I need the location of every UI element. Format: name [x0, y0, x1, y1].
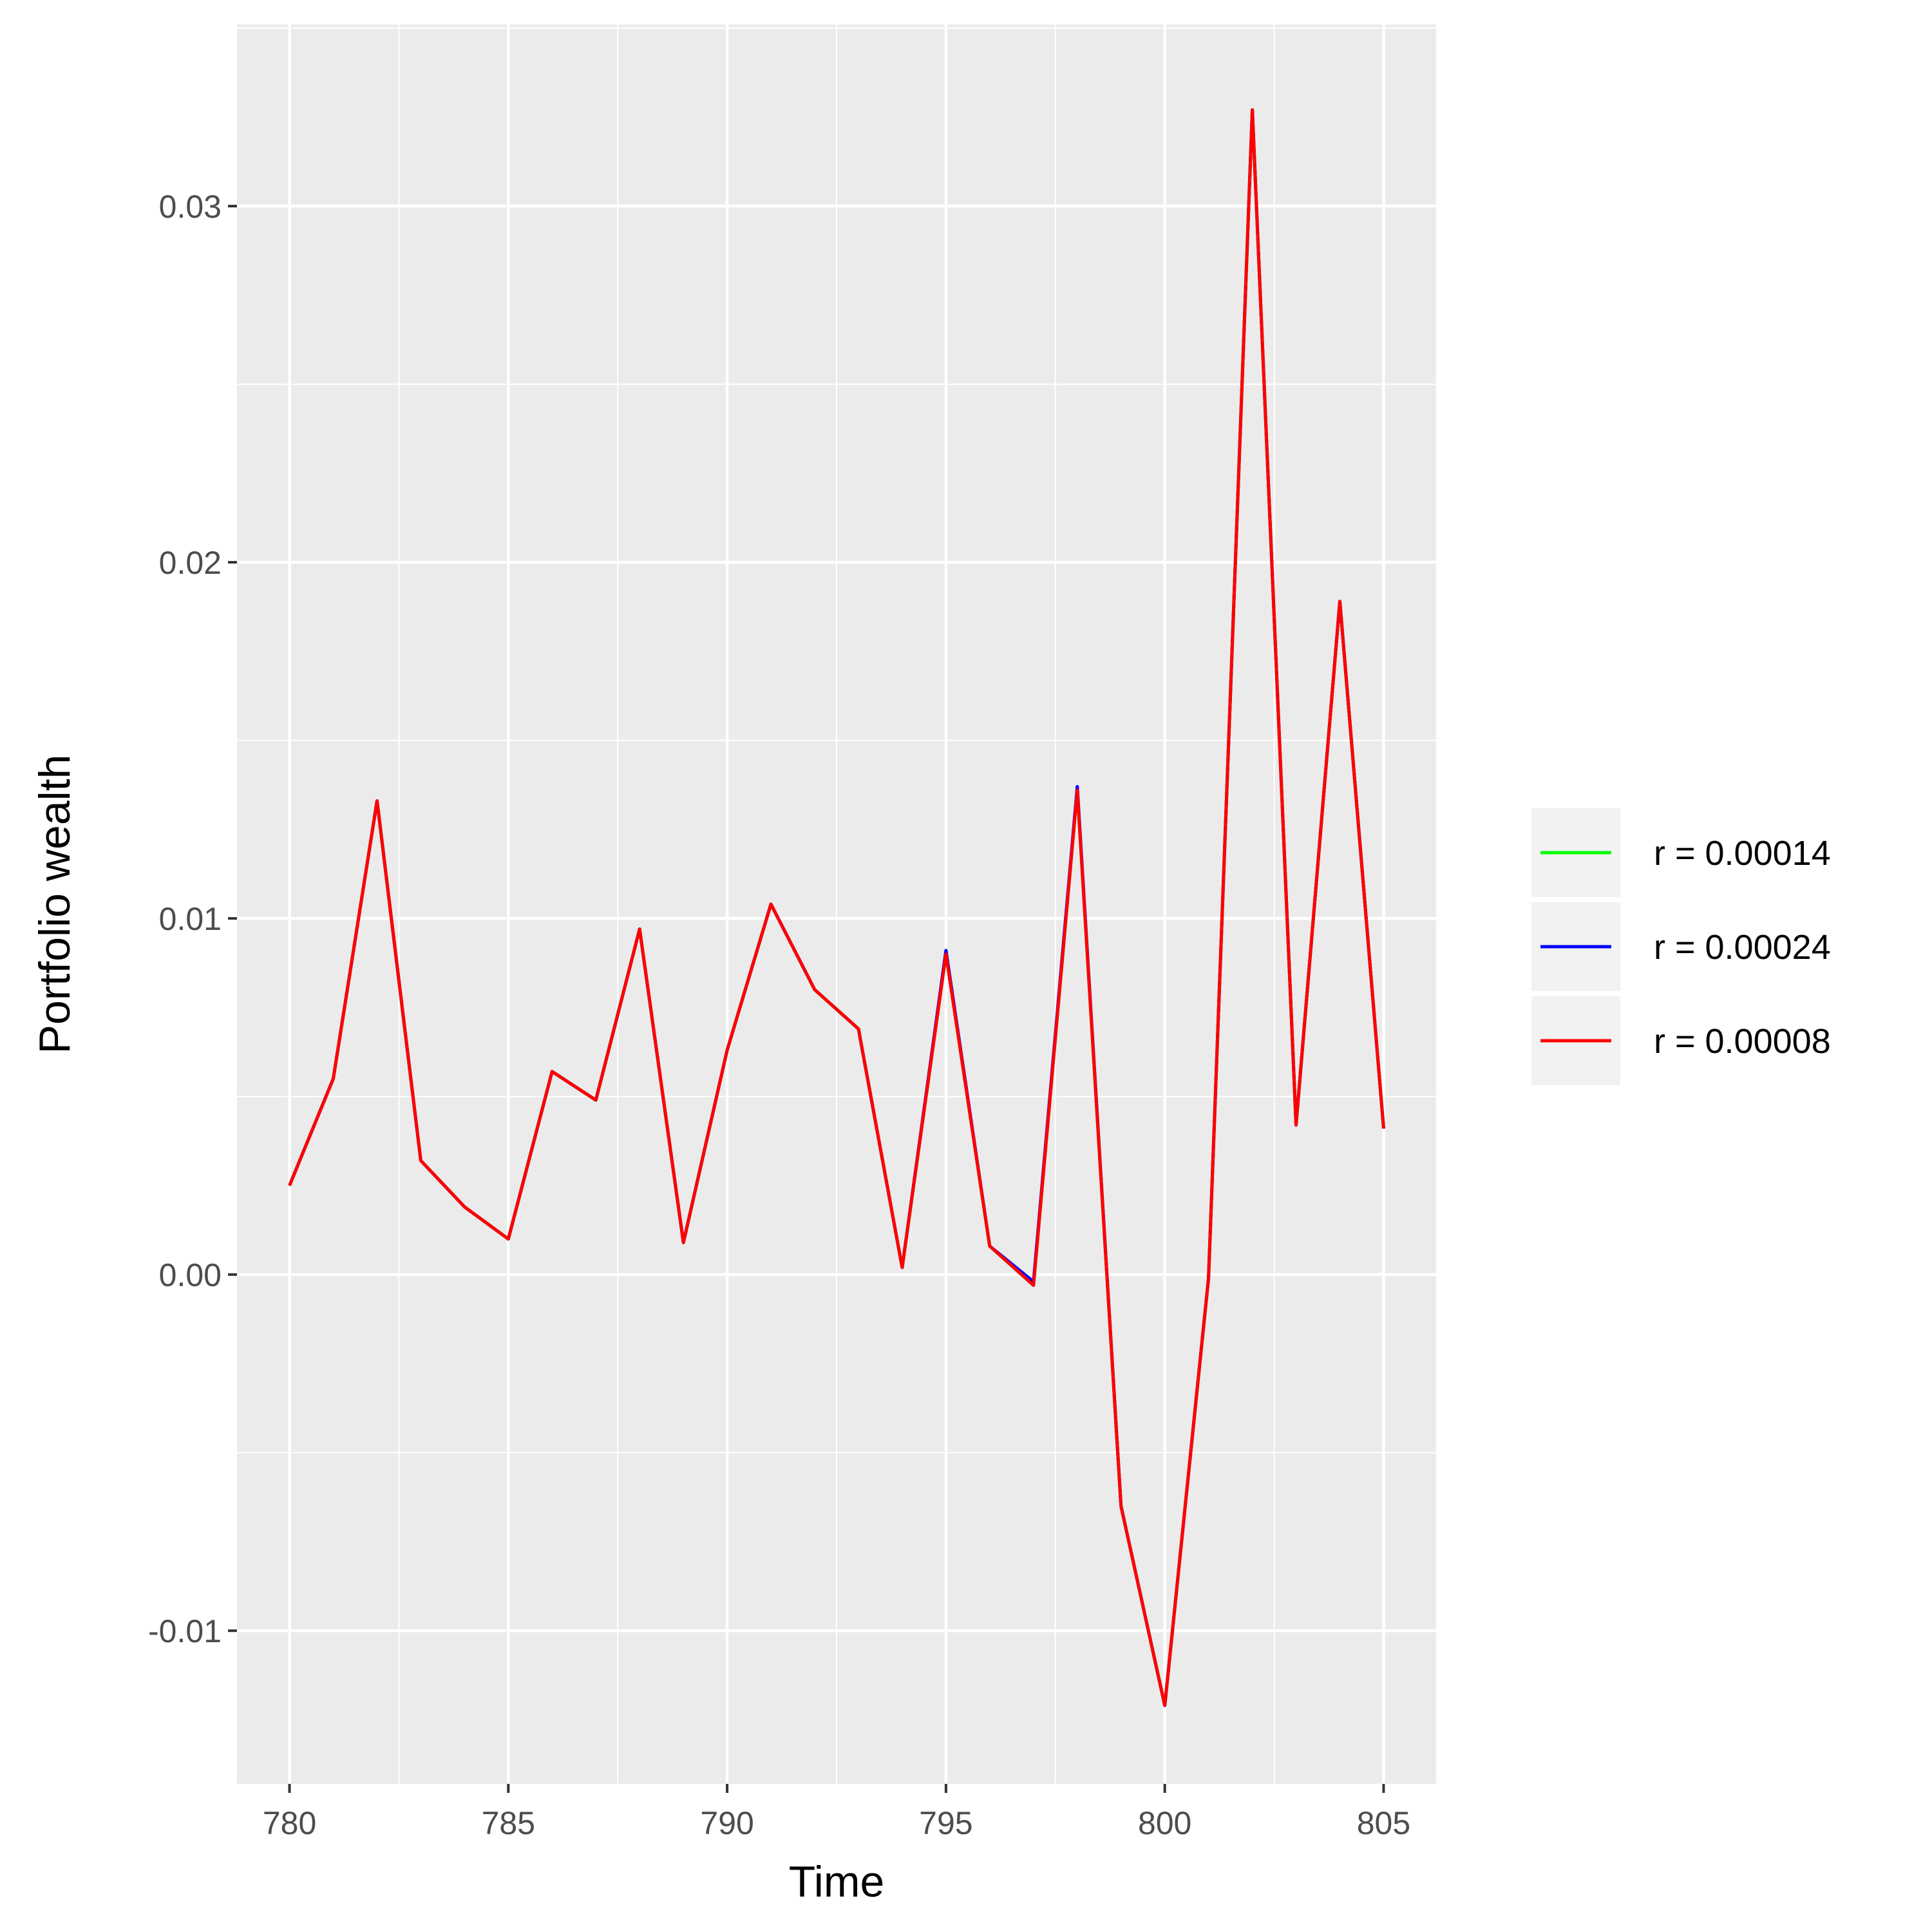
y-tick-label: 0.02: [159, 545, 222, 581]
x-tick-label: 805: [1357, 1805, 1410, 1841]
y-tick-label: 0.01: [159, 901, 222, 937]
legend-label: r = 0.00024: [1654, 928, 1831, 967]
y-tick-label: -0.01: [148, 1613, 222, 1649]
x-axis-title: Time: [789, 1857, 885, 1906]
legend-label: r = 0.00014: [1654, 834, 1831, 873]
x-tick-label: 780: [263, 1805, 316, 1841]
x-tick-label: 795: [919, 1805, 972, 1841]
y-axis-title: Portfolio wealth: [30, 755, 79, 1054]
y-tick-label: 0.03: [159, 189, 222, 225]
y-axis: -0.01 0.00 0.01 0.02 0.03: [148, 189, 237, 1649]
series-lines: [288, 108, 1385, 1707]
x-tick-label: 790: [700, 1805, 753, 1841]
x-tick-label: 800: [1138, 1805, 1191, 1841]
x-axis: 780 785 790 795 800 805: [263, 1784, 1410, 1841]
series-line-3: [288, 108, 1385, 1707]
x-tick-label: 785: [482, 1805, 535, 1841]
legend: r = 0.00014 r = 0.00024 r = 0.00008: [1531, 808, 1831, 1085]
grid-minor: [237, 24, 1436, 1784]
y-tick-label: 0.00: [159, 1257, 222, 1293]
legend-label: r = 0.00008: [1654, 1022, 1831, 1061]
